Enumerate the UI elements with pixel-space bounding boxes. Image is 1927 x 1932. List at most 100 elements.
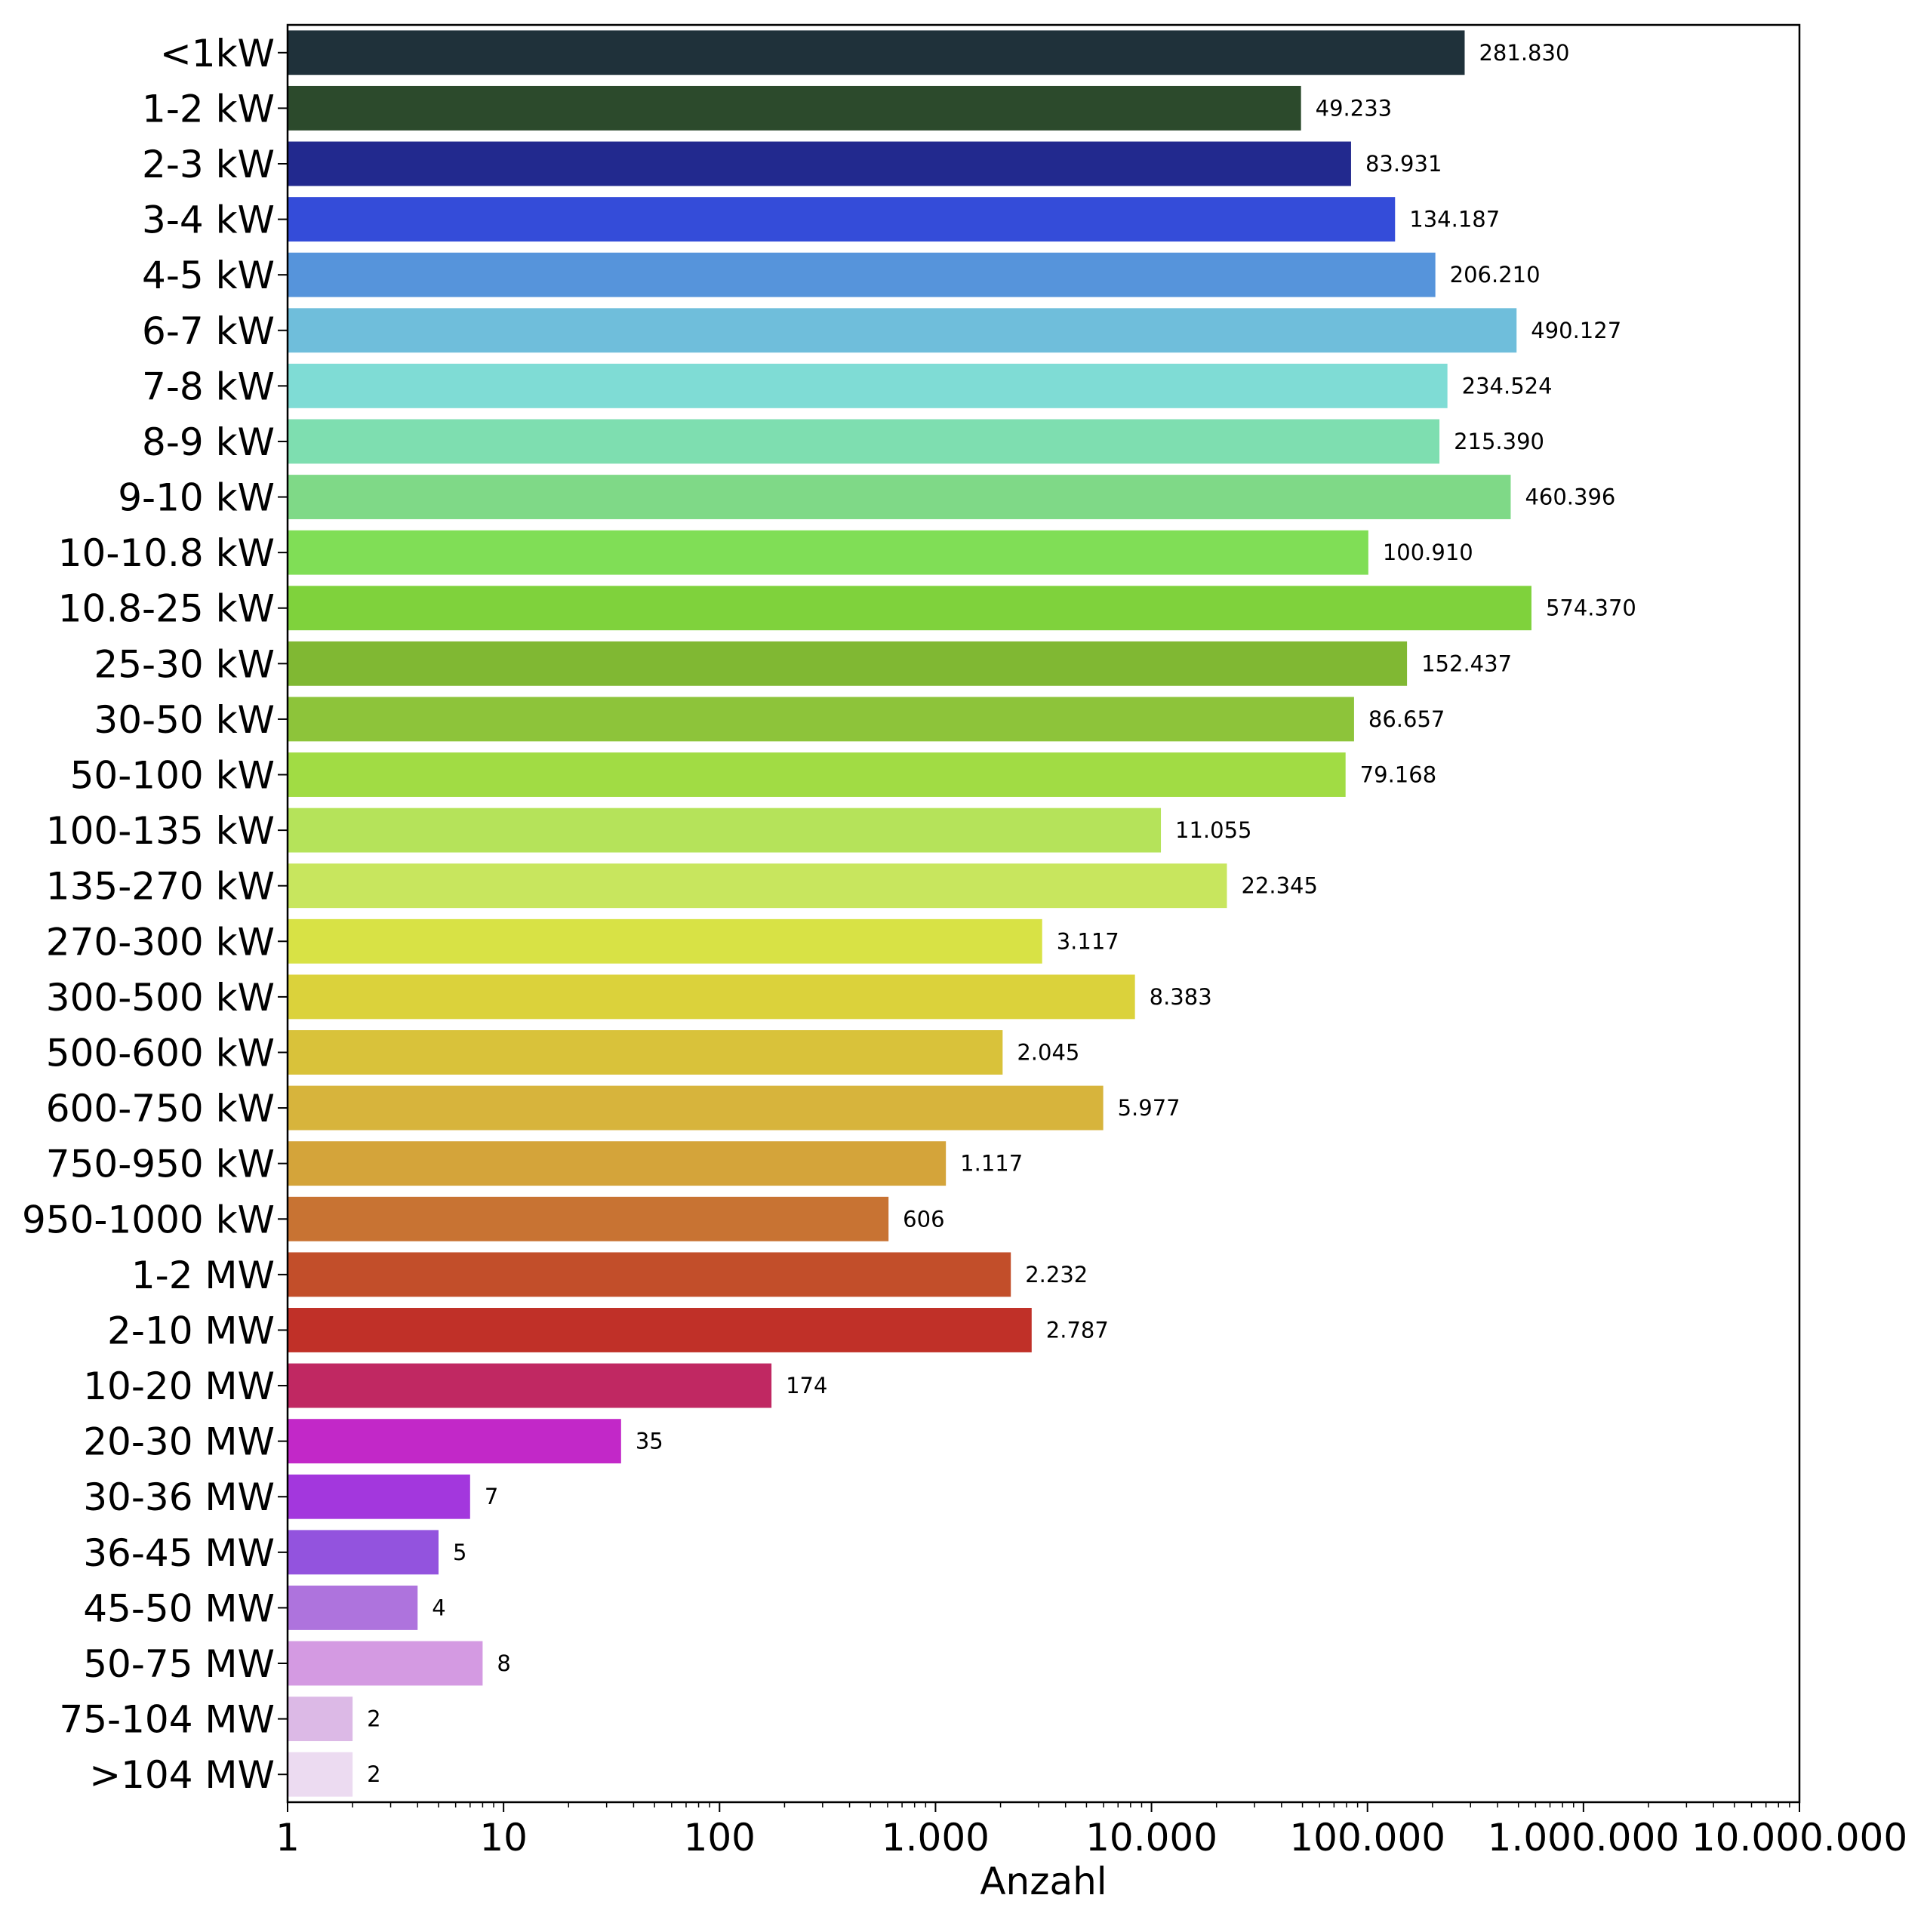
y-tick-label: <1kW [160,32,275,75]
y-tick-label: 2-10 MW [107,1309,275,1352]
bar-value-label: 35 [636,1429,663,1454]
x-tick-label: 10.000.000 [1692,1816,1907,1860]
y-axis-tick-labels: <1kW 1-2 kW 2-3 kW 3-4 kW 4-5 kW 6-7 kW 7-8 kW… [22,32,288,1797]
y-tick-label: 4-5 kW [142,254,275,297]
bar-value-label: 215.390 [1454,429,1544,454]
y-tick-label: 500-600 kW [46,1031,275,1075]
bar [288,1585,418,1630]
bar [288,363,1448,408]
bar [288,1641,483,1686]
bar [288,1530,439,1575]
y-tick-label: 300-500 kW [46,976,275,1020]
bar [288,1085,1104,1131]
bar-value-label: 574.370 [1546,595,1636,621]
bar [288,1196,889,1241]
y-tick-label: 25-30 kW [94,642,275,686]
bar-value-label: 206.210 [1450,262,1541,288]
bar [288,530,1368,575]
y-tick-label: 50-100 kW [70,754,275,798]
y-tick-label: >104 MW [89,1753,275,1797]
bar-value-label: 174 [786,1373,827,1398]
x-tick-label: 1.000 [882,1816,990,1860]
bar [288,1141,947,1186]
x-axis-title: Anzahl [980,1860,1107,1903]
value-labels: 281.830 49.233 83.931 134.187 206.210 490.127… [367,40,1636,1787]
y-tick-label: 50-75 MW [83,1642,275,1686]
bar [288,1419,621,1464]
bar [288,641,1408,686]
bar [288,1697,353,1742]
bar-value-label: 86.657 [1368,706,1445,732]
y-tick-label: 30-36 MW [83,1475,275,1519]
bar [288,1308,1032,1352]
y-tick-label: 1-2 MW [131,1254,275,1297]
bar-value-label: 11.055 [1175,817,1251,843]
bar-value-label: 2.045 [1017,1039,1079,1065]
bar [288,586,1531,631]
bar-value-label: 281.830 [1479,40,1569,66]
y-tick-label: 7-8 kW [142,365,275,408]
x-tick-label: 10.000 [1085,1816,1217,1860]
x-tick-label: 1 [276,1816,300,1860]
bar-value-label: 3.117 [1057,928,1119,954]
bar [288,1252,1011,1297]
y-tick-label: 30-50 kW [94,698,275,742]
y-tick-label: 1-2 kW [142,87,275,131]
bar-value-label: 2.232 [1025,1262,1088,1287]
bar [288,974,1135,1020]
bar-value-label: 5.977 [1118,1095,1181,1121]
y-tick-label: 600-750 kW [46,1087,275,1131]
y-tick-label: 10-20 MW [83,1364,275,1408]
bars-layer [288,30,1531,1797]
bar-value-label: 606 [903,1206,944,1232]
bar [288,85,1301,131]
y-tick-label: 3-4 kW [142,198,275,242]
bar [288,30,1465,75]
bar [288,197,1396,242]
bar-value-label: 460.396 [1525,485,1615,510]
bar-value-label: 49.233 [1316,95,1392,121]
bar-value-label: 2 [367,1761,380,1787]
bar [288,252,1436,297]
bar-value-label: 1.117 [960,1151,1023,1177]
x-tick-label: 10 [479,1816,528,1860]
y-tick-label: 135-270 kW [46,865,275,909]
bar [288,1363,772,1408]
bar [288,1752,353,1797]
bar [288,752,1346,797]
y-tick-label: 950-1000 kW [22,1198,275,1241]
bar-value-label: 234.524 [1462,373,1553,398]
x-axis: 1 10 100 1.000 10.000 100.000 1.000.000 10.000.… [276,1802,1907,1860]
bar-value-label: 8 [497,1651,510,1676]
y-tick-label: 9-10 kW [118,476,275,520]
bar-value-label: 2 [367,1706,380,1732]
y-tick-label: 75-104 MW [59,1698,275,1742]
bar-value-label: 4 [432,1595,445,1620]
bar-value-label: 490.127 [1531,318,1621,343]
bar-value-label: 134.187 [1409,207,1500,232]
bar [288,1030,1003,1075]
y-tick-label: 100-135 kW [46,809,275,853]
bar-value-label: 83.931 [1365,151,1442,177]
x-tick-label: 100 [684,1816,756,1860]
bar [288,1474,470,1519]
bar-value-label: 8.383 [1150,984,1212,1010]
x-tick-label: 100.000 [1289,1816,1445,1860]
y-tick-label: 2-3 kW [142,143,275,186]
bar [288,141,1351,186]
bar-value-label: 22.345 [1241,873,1317,899]
bar [288,863,1227,909]
plot-frame [286,23,1801,1804]
y-tick-label: 10-10.8 kW [58,531,275,575]
bar-value-label: 100.910 [1383,540,1473,565]
bar-value-label: 79.168 [1360,762,1436,788]
y-tick-label: 45-50 MW [83,1586,275,1630]
bar [288,475,1511,519]
bar-value-label: 152.437 [1421,651,1512,676]
y-tick-label: 8-9 kW [142,420,275,464]
bar [288,918,1042,964]
bar [288,419,1440,464]
y-tick-label: 20-30 MW [83,1420,275,1464]
y-tick-label: 10.8-25 kW [58,587,275,631]
